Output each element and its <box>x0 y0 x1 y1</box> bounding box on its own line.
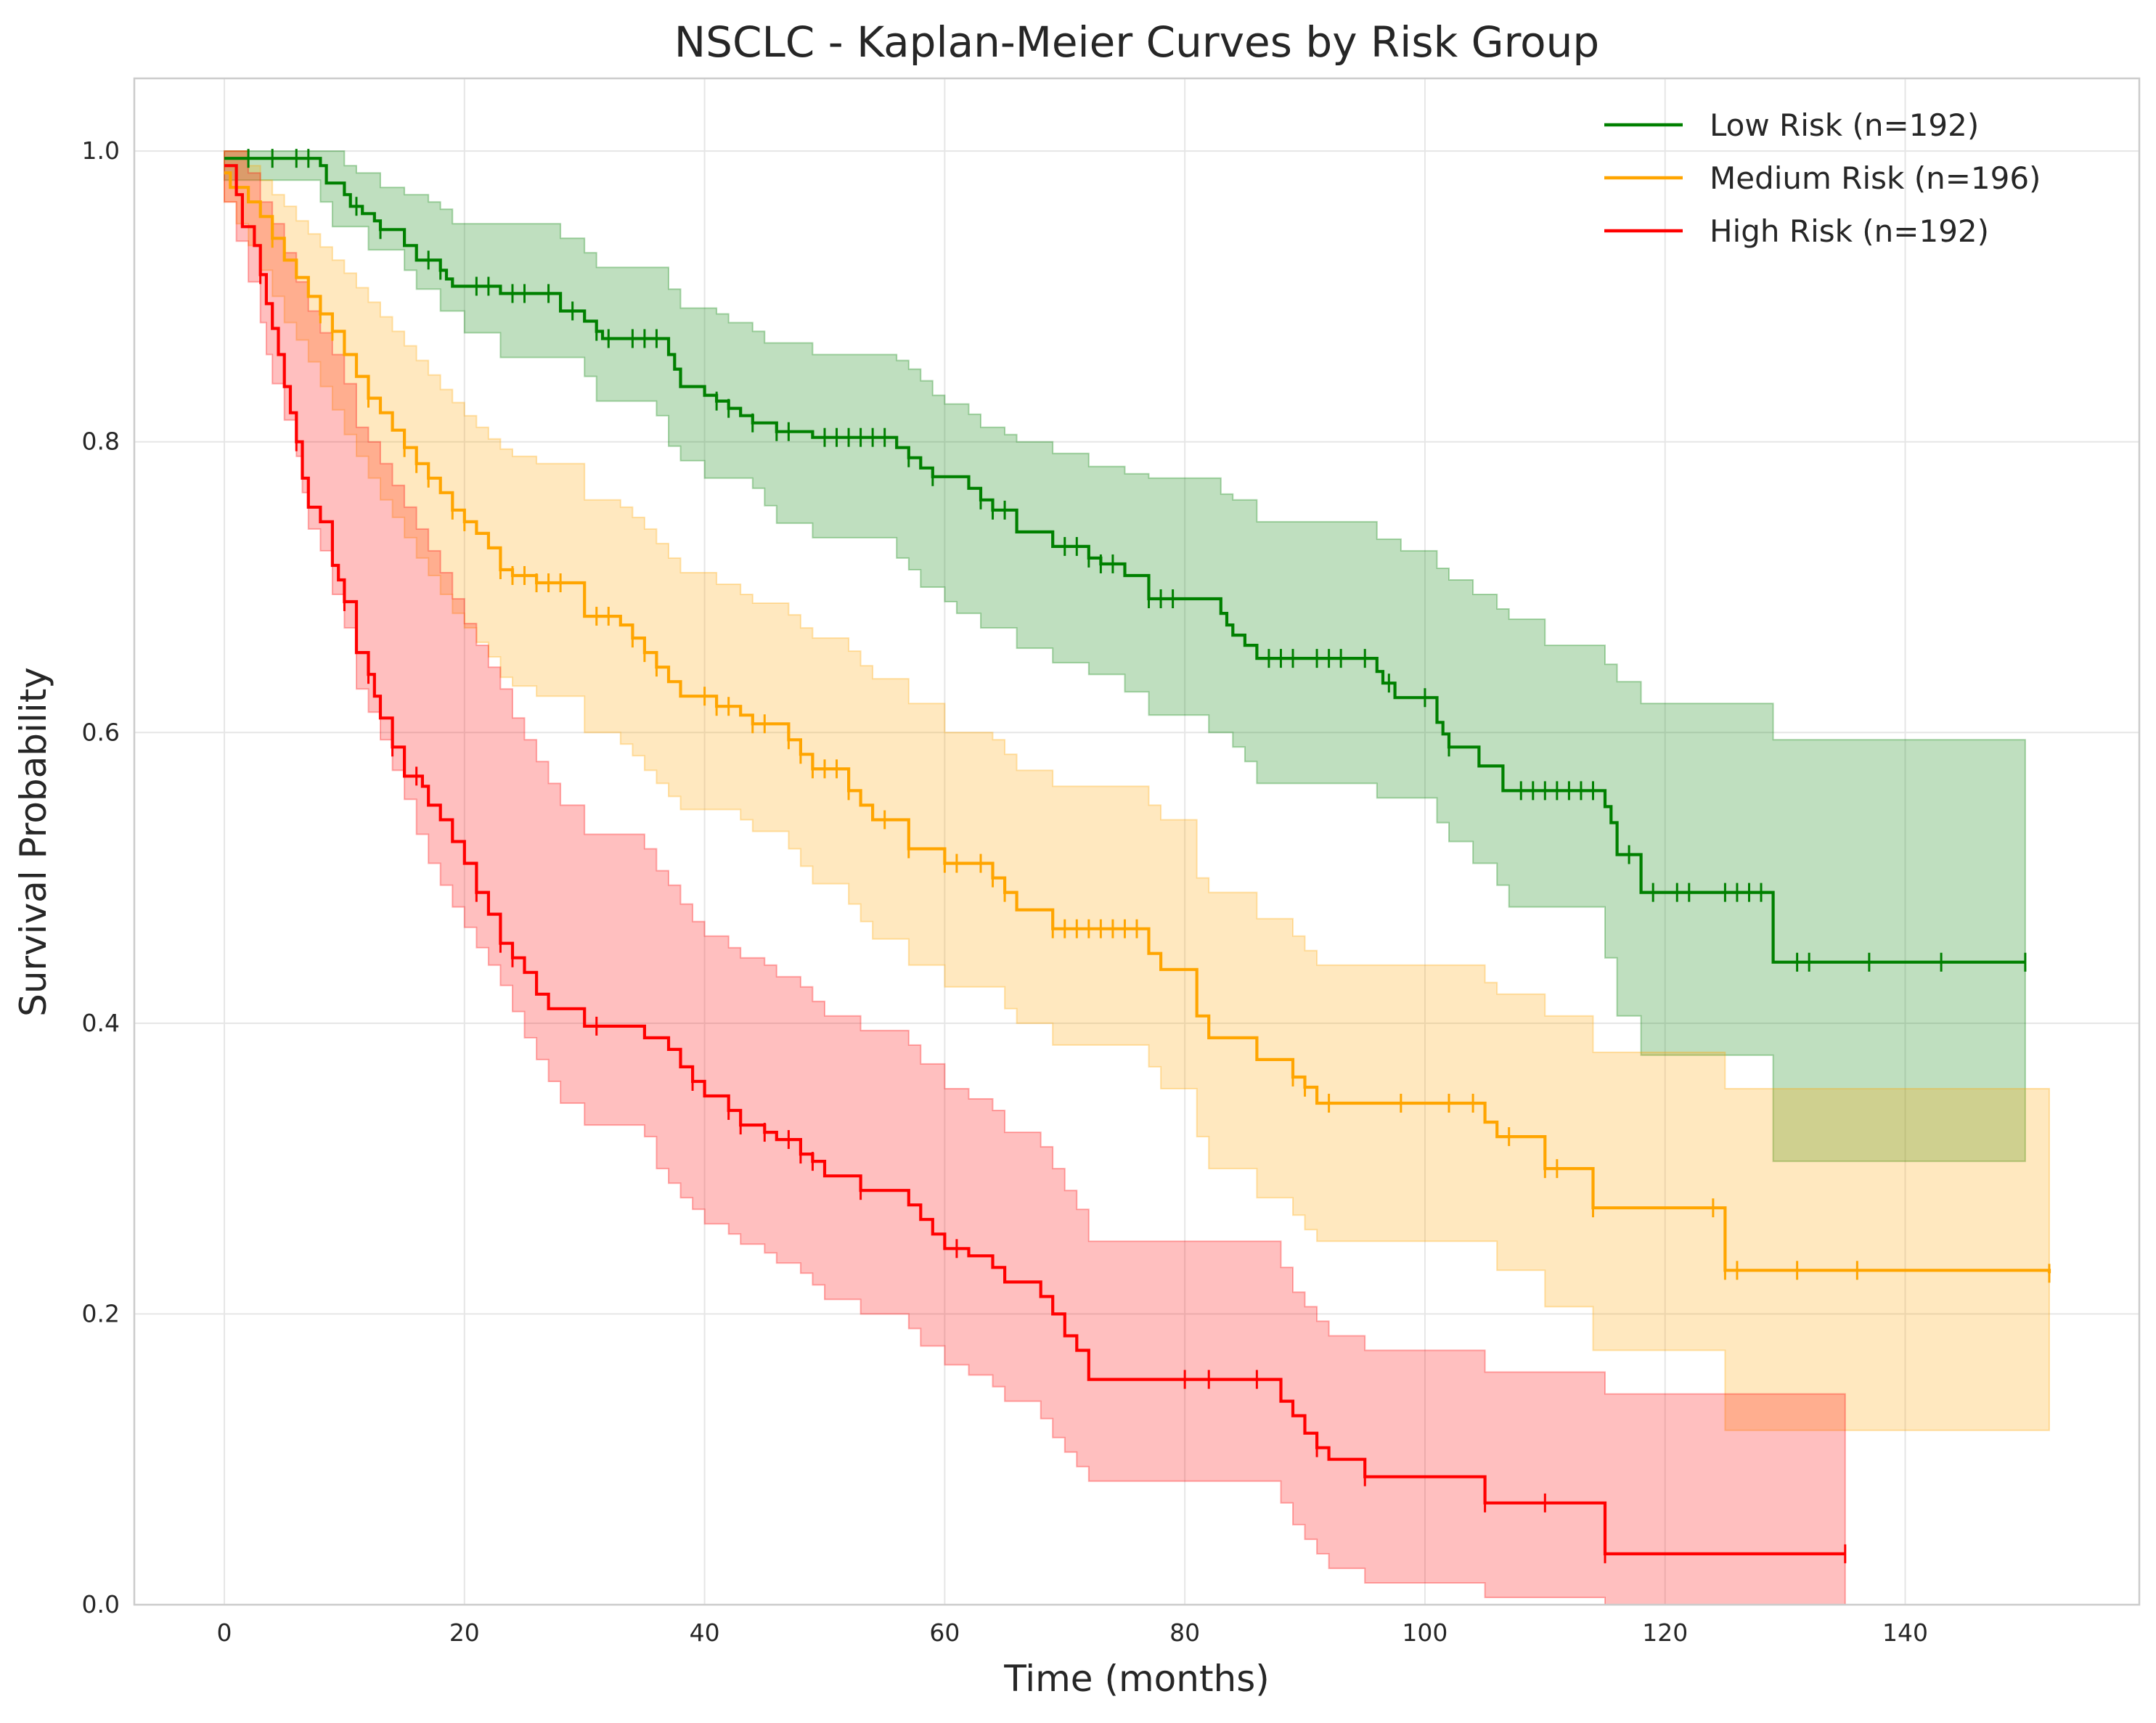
low-risk-legend-label: Low Risk (n=192) <box>1710 107 1979 143</box>
high-risk-legend-label: High Risk (n=192) <box>1710 213 1989 249</box>
y-tick-label: 0.8 <box>82 427 120 456</box>
high-risk-confidence-band <box>224 150 1846 1605</box>
y-tick-label: 0.0 <box>82 1590 120 1618</box>
x-tick-label: 100 <box>1402 1618 1447 1647</box>
x-tick-label: 120 <box>1642 1618 1688 1647</box>
medium-risk-confidence-band <box>224 150 2050 1431</box>
y-tick-label: 1.0 <box>82 136 120 165</box>
y-axis-label: Survival Probability <box>12 667 54 1017</box>
grid-layer <box>134 78 2139 1605</box>
x-tick-label: 40 <box>690 1618 720 1647</box>
chart-title: NSCLC - Kaplan-Meier Curves by Risk Grou… <box>674 17 1599 67</box>
censor-mark-layer <box>247 149 2051 1563</box>
x-tick-label: 20 <box>449 1618 480 1647</box>
x-tick-label: 80 <box>1169 1618 1200 1647</box>
plot-area <box>134 78 2139 1605</box>
x-tick-label: 140 <box>1882 1618 1928 1647</box>
x-tick-label: 0 <box>217 1618 232 1647</box>
tick-label-layer: 0 20 40 60 80 100 120 140 0.0 0.2 0.4 0.6 0.8 1.0 <box>82 136 1928 1647</box>
medium-risk-survival-curve <box>224 171 2051 1274</box>
x-tick-label: 60 <box>929 1618 960 1647</box>
y-tick-label: 0.4 <box>82 1009 120 1037</box>
y-tick-label: 0.2 <box>82 1299 120 1327</box>
confidence-band-layer <box>224 150 2050 1605</box>
low-risk-confidence-band <box>224 150 2026 1163</box>
legend: Low Risk (n=192) Medium Risk (n=196) High … <box>1604 107 2041 249</box>
plot-frame <box>133 77 2141 1606</box>
y-tick-label: 0.6 <box>82 718 120 746</box>
x-axis-label: Time (months) <box>1003 1658 1270 1700</box>
high-risk-survival-curve <box>224 164 1845 1555</box>
medium-risk-legend-label: Medium Risk (n=196) <box>1710 160 2041 196</box>
